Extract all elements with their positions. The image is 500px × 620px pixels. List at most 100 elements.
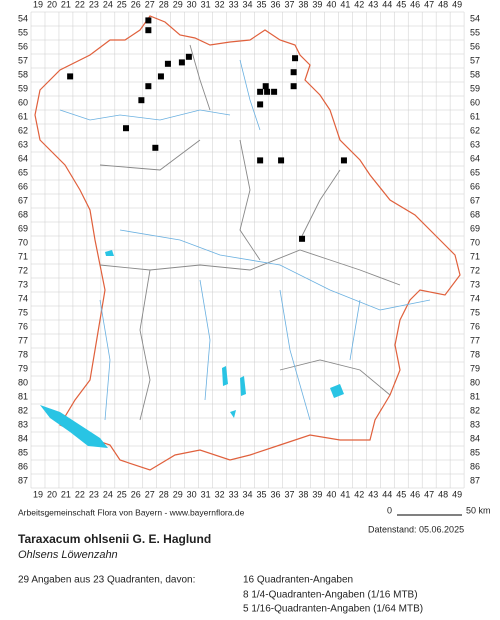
row-label: 56 <box>18 41 28 51</box>
column-label: 22 <box>75 489 85 499</box>
row-label: 76 <box>18 321 28 331</box>
district-border <box>99 44 401 421</box>
occurrence <box>340 157 347 164</box>
row-label: 71 <box>470 251 480 261</box>
column-label: 34 <box>243 489 253 499</box>
date: Datenstand: 05.06.2025 <box>368 524 464 534</box>
summary-line: 8 1/4-Quadranten-Angaben (1/16 MTB) <box>243 590 418 601</box>
column-label: 21 <box>61 0 71 9</box>
row-label: 59 <box>470 83 480 93</box>
row-label: 62 <box>18 125 28 135</box>
column-label: 47 <box>424 489 434 499</box>
column-label: 48 <box>438 489 448 499</box>
credit: Arbeitsgemeinschaft Flora von Bayern - w… <box>18 507 245 517</box>
column-label: 23 <box>89 0 99 9</box>
row-label: 69 <box>18 223 28 233</box>
occurrence <box>152 144 159 151</box>
column-label: 26 <box>131 0 141 9</box>
occurrence <box>264 88 271 95</box>
column-label: 46 <box>410 489 420 499</box>
column-label: 32 <box>215 0 225 9</box>
column-label: 39 <box>312 489 322 499</box>
column-label: 24 <box>103 489 113 499</box>
occurrence <box>145 27 152 34</box>
column-label: 36 <box>270 489 280 499</box>
column-label: 49 <box>452 489 462 499</box>
column-label: 37 <box>284 0 294 9</box>
occurrence <box>145 83 152 90</box>
grid <box>30 11 465 489</box>
row-label: 78 <box>18 349 28 359</box>
summary-total: 29 Angaben aus 23 Quadranten, davon: <box>18 575 195 586</box>
scale-end: 50 km <box>466 505 491 515</box>
column-label: 28 <box>159 489 169 499</box>
column-label: 33 <box>229 489 239 499</box>
column-label: 35 <box>257 0 267 9</box>
occurrence <box>138 97 145 104</box>
column-label: 33 <box>229 0 239 9</box>
column-label: 37 <box>284 489 294 499</box>
row-label: 64 <box>18 153 28 163</box>
occurrence <box>290 69 297 76</box>
row-label: 62 <box>470 125 480 135</box>
scale-start: 0 <box>387 505 392 515</box>
row-label: 84 <box>470 433 480 443</box>
occurrence <box>271 88 278 95</box>
row-label: 66 <box>18 181 28 191</box>
column-label: 47 <box>424 0 434 9</box>
column-label: 19 <box>33 489 43 499</box>
occurrence <box>123 125 130 132</box>
column-label: 23 <box>89 489 99 499</box>
row-label: 65 <box>470 167 480 177</box>
row-label: 79 <box>470 363 480 373</box>
river <box>59 59 431 421</box>
row-label: 54 <box>18 13 28 23</box>
row-label: 72 <box>470 265 480 275</box>
row-label: 63 <box>470 139 480 149</box>
column-label: 19 <box>33 0 43 9</box>
row-label: 56 <box>470 41 480 51</box>
lake <box>105 250 344 418</box>
row-label: 59 <box>18 83 28 93</box>
row-label: 71 <box>18 251 28 261</box>
row-label: 55 <box>470 27 480 37</box>
row-label: 61 <box>18 111 28 121</box>
row-label: 67 <box>470 195 480 205</box>
row-label: 55 <box>18 27 28 37</box>
row-label: 60 <box>470 97 480 107</box>
row-label: 77 <box>470 335 480 345</box>
occurrence <box>157 73 164 80</box>
column-label: 30 <box>187 489 197 499</box>
row-label: 86 <box>470 461 480 471</box>
row-label: 82 <box>18 405 28 415</box>
row-label: 83 <box>18 419 28 429</box>
column-label: 44 <box>382 0 392 9</box>
column-label: 45 <box>396 489 406 499</box>
row-label: 81 <box>18 391 28 401</box>
row-label: 78 <box>470 349 480 359</box>
row-label: 82 <box>470 405 480 415</box>
row-label: 85 <box>470 447 480 457</box>
row-label: 67 <box>18 195 28 205</box>
column-label: 29 <box>173 0 183 9</box>
column-label: 20 <box>47 0 57 9</box>
column-label: 20 <box>47 489 57 499</box>
column-label: 21 <box>61 489 71 499</box>
column-label: 46 <box>410 0 420 9</box>
row-label: 68 <box>470 209 480 219</box>
column-label: 39 <box>312 0 322 9</box>
row-label: 69 <box>470 223 480 233</box>
column-label: 41 <box>340 489 350 499</box>
occurrence <box>145 17 152 24</box>
row-label: 76 <box>470 321 480 331</box>
row-label: 83 <box>470 419 480 429</box>
occurrence <box>292 55 299 62</box>
column-label: 25 <box>117 0 127 9</box>
column-label: 42 <box>354 0 364 9</box>
occurrence <box>257 157 264 164</box>
row-label: 60 <box>18 97 28 107</box>
row-label: 58 <box>18 69 28 79</box>
row-label: 84 <box>18 433 28 443</box>
row-label: 80 <box>18 377 28 387</box>
